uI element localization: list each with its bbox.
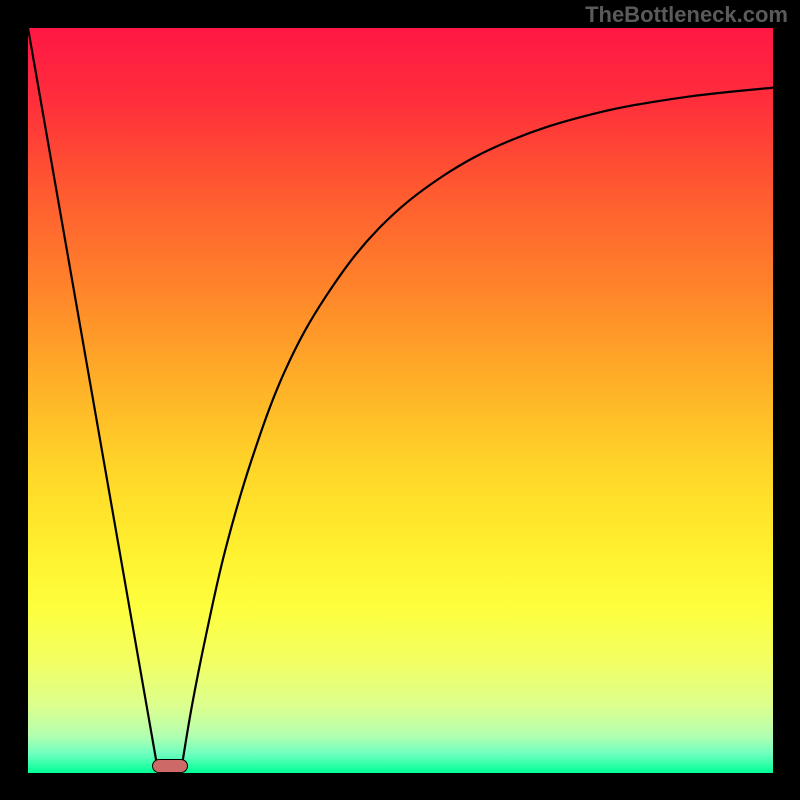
curve-layer (28, 28, 773, 773)
left-line (28, 28, 158, 773)
watermark-text: TheBottleneck.com (585, 2, 788, 28)
minimum-marker (152, 759, 188, 773)
right-curve (181, 88, 773, 773)
plot-area (28, 28, 773, 773)
chart-container: TheBottleneck.com (0, 0, 800, 800)
